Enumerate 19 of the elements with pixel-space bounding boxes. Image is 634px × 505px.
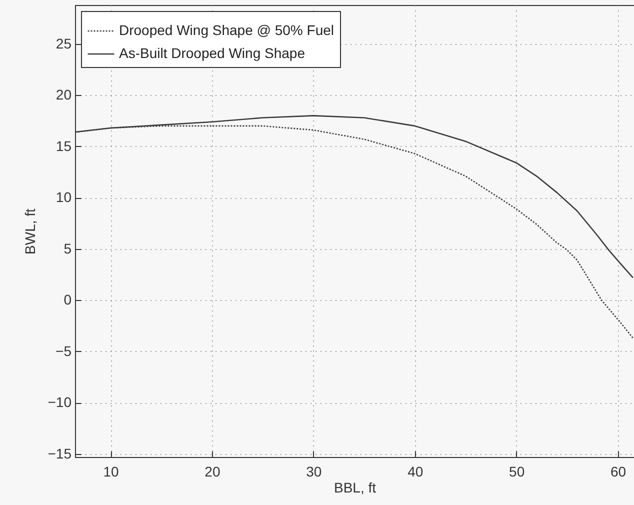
legend-label: As-Built Drooped Wing Shape — [119, 45, 306, 61]
y-tick-label: 15 — [56, 138, 72, 154]
legend-label: Drooped Wing Shape @ 50% Fuel — [119, 22, 334, 38]
x-tick-label: 10 — [103, 464, 120, 480]
y-tick-label: −5 — [56, 342, 72, 359]
x-tick-label: 40 — [408, 464, 424, 480]
x-tick-label: 20 — [204, 464, 220, 480]
y-axis-title: BWL, ft — [22, 208, 38, 254]
y-tick-label: 10 — [56, 189, 72, 206]
y-tick-label: −15 — [48, 445, 72, 462]
y-tick-label: 20 — [56, 86, 72, 103]
y-tick-label: 0 — [64, 292, 72, 308]
y-tick-label: −10 — [48, 394, 72, 410]
x-axis-title: BBL, ft — [334, 480, 376, 496]
x-tick-label: 30 — [306, 464, 322, 480]
x-tick-label: 60 — [610, 464, 626, 480]
y-tick-label: 25 — [56, 35, 72, 52]
x-tick-label: 50 — [509, 464, 525, 480]
y-tick-label: 5 — [64, 240, 72, 256]
